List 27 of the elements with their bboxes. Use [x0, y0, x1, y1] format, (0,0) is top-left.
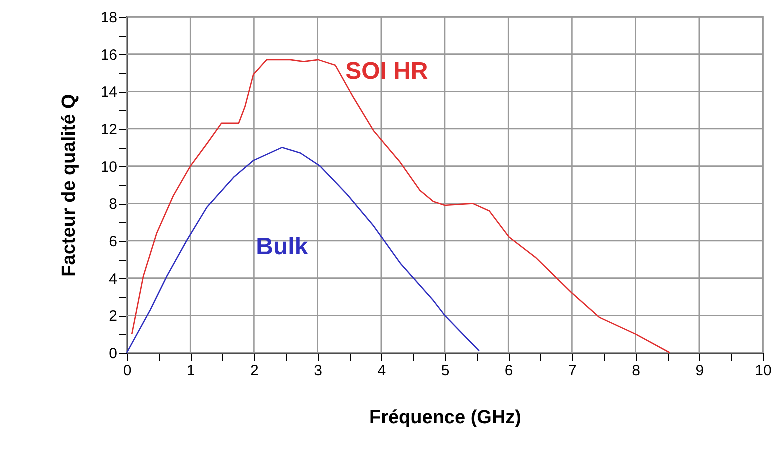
- y-tick-label: 6: [109, 234, 118, 250]
- x-tick-label: 0: [123, 362, 132, 380]
- y-tick-label: 12: [100, 122, 118, 138]
- y-tick-label: 16: [100, 46, 118, 64]
- x-tick-label: 3: [314, 362, 322, 380]
- y-tick-label: 0: [109, 346, 118, 362]
- x-tick-label: 9: [696, 362, 704, 380]
- y-axis-title: Facteur de qualité Q: [58, 94, 80, 277]
- x-tick-label: 7: [568, 362, 577, 380]
- y-tick-label: 2: [109, 308, 118, 326]
- x-axis-title: Fréquence (GHz): [369, 408, 522, 428]
- x-tick-label: 5: [441, 362, 450, 380]
- line-series: [126, 147, 480, 354]
- x-tick-label: 1: [186, 362, 196, 380]
- y-tick-label: 10: [100, 158, 118, 176]
- series-label: SOI HR: [346, 58, 428, 85]
- y-tick-label: 14: [100, 84, 118, 102]
- x-tick-label: 8: [632, 362, 640, 380]
- x-tick-label: 10: [755, 362, 772, 380]
- x-tick-label: 2: [250, 362, 259, 380]
- x-tick-label: 4: [378, 362, 386, 380]
- text: Bulk: [256, 234, 309, 261]
- y-tick-label: 8: [109, 196, 118, 214]
- x-tick-label: 6: [504, 362, 514, 380]
- y-tick-label: 4: [109, 270, 118, 288]
- y-tick-label: 18: [100, 10, 118, 26]
- line-series: [131, 59, 671, 354]
